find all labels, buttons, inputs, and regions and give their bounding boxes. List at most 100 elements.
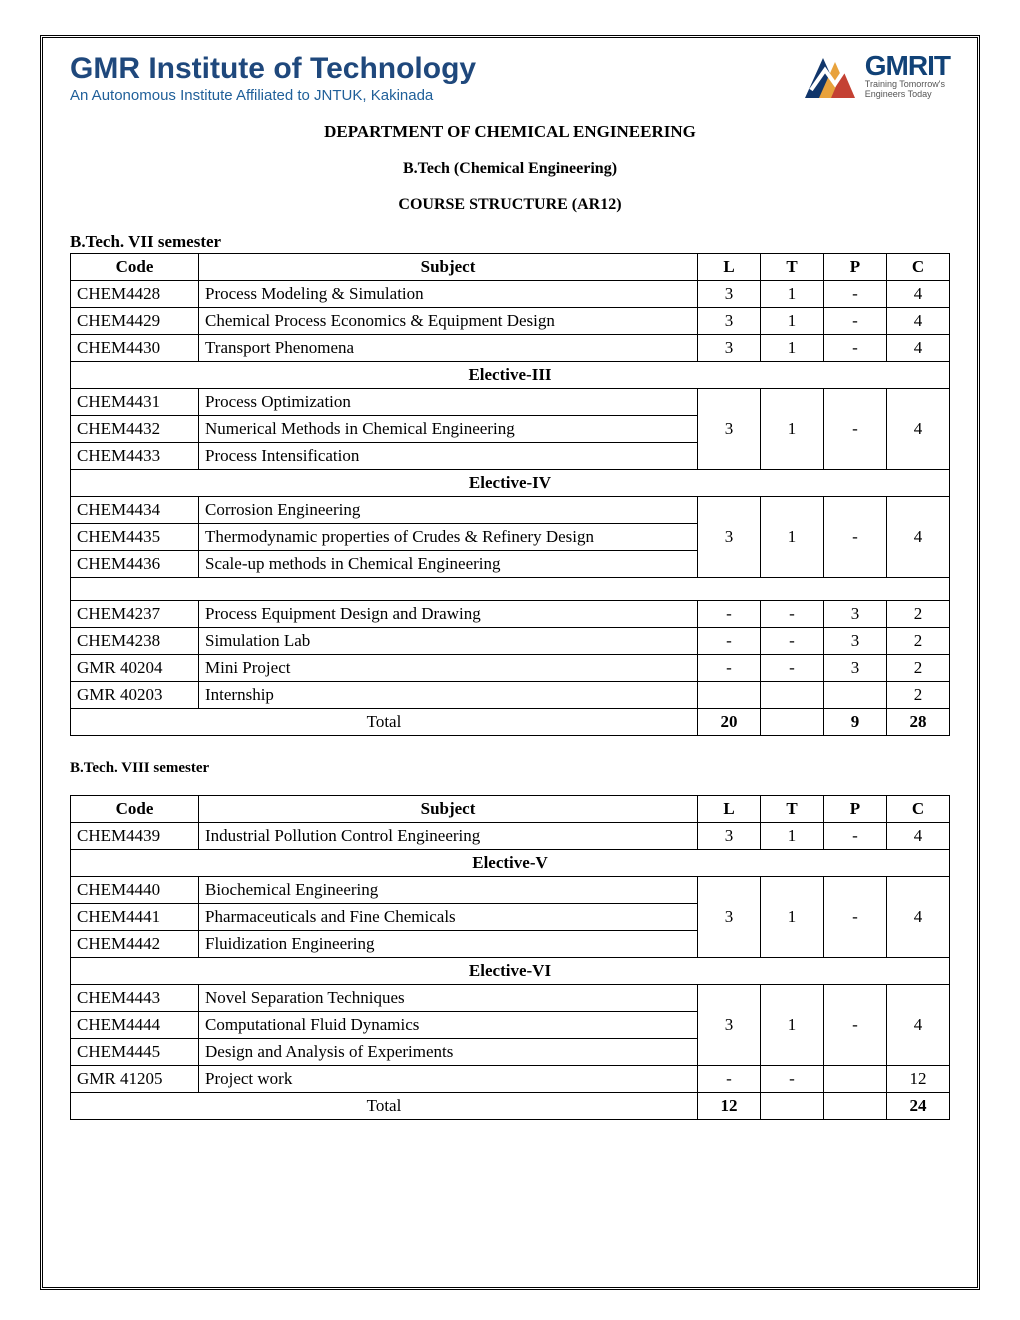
cell-l: - <box>698 601 761 628</box>
content: GMR Institute of Technology An Autonomou… <box>45 40 975 1290</box>
cell-t: - <box>761 628 824 655</box>
cell-l: 3 <box>698 281 761 308</box>
header: GMR Institute of Technology An Autonomou… <box>70 52 950 104</box>
col-subject: Subject <box>199 796 698 823</box>
cell-subject: Internship <box>199 682 698 709</box>
table-header-row: Code Subject L T P C <box>71 254 950 281</box>
cell-subject: Pharmaceuticals and Fine Chemicals <box>199 904 698 931</box>
total-p <box>824 1093 887 1120</box>
cell-subject: Scale-up methods in Chemical Engineering <box>199 551 698 578</box>
cell-code: CHEM4445 <box>71 1039 199 1066</box>
cell-p: - <box>824 335 887 362</box>
col-subject: Subject <box>199 254 698 281</box>
cell-subject: Fluidization Engineering <box>199 931 698 958</box>
cell-subject: Novel Separation Techniques <box>199 985 698 1012</box>
cell-p <box>824 1066 887 1093</box>
table-row: CHEM4237 Process Equipment Design and Dr… <box>71 601 950 628</box>
sem8-title: B.Tech. VIII semester <box>70 760 950 777</box>
structure-title: COURSE STRUCTURE (AR12) <box>70 196 950 214</box>
cell-c: 2 <box>887 682 950 709</box>
cell-t: 1 <box>761 335 824 362</box>
cell-l: 3 <box>698 823 761 850</box>
table-header-row: Code Subject L T P C <box>71 796 950 823</box>
cell-subject: Thermodynamic properties of Crudes & Ref… <box>199 524 698 551</box>
cell-t <box>761 682 824 709</box>
total-c: 28 <box>887 709 950 736</box>
elective-header: Elective-IV <box>71 470 950 497</box>
col-t: T <box>761 796 824 823</box>
cell-subject: Project work <box>199 1066 698 1093</box>
cell-code: CHEM4431 <box>71 389 199 416</box>
col-c: C <box>887 254 950 281</box>
institute-name: GMR Institute of Technology <box>70 52 476 85</box>
logo-text-block: GMRIT Training Tomorrow's Engineers Toda… <box>865 52 950 100</box>
cell-code: CHEM4444 <box>71 1012 199 1039</box>
cell-t: - <box>761 1066 824 1093</box>
cell-subject: Numerical Methods in Chemical Engineerin… <box>199 416 698 443</box>
cell-code: CHEM4442 <box>71 931 199 958</box>
cell-t: 1 <box>761 823 824 850</box>
cell-code: CHEM4433 <box>71 443 199 470</box>
elective-title: Elective-V <box>71 850 950 877</box>
cell-subject: Process Intensification <box>199 443 698 470</box>
col-code: Code <box>71 254 199 281</box>
logo-icon <box>801 52 859 100</box>
cell-p: - <box>824 823 887 850</box>
cell-code: GMR 40204 <box>71 655 199 682</box>
cell-l: 3 <box>698 877 761 958</box>
cell-l: 3 <box>698 389 761 470</box>
col-l: L <box>698 254 761 281</box>
cell-c: 2 <box>887 601 950 628</box>
cell-p: 3 <box>824 601 887 628</box>
cell-code: CHEM4430 <box>71 335 199 362</box>
total-row: Total 12 24 <box>71 1093 950 1120</box>
cell-code: CHEM4439 <box>71 823 199 850</box>
cell-t: 1 <box>761 877 824 958</box>
table-row: CHEM4430 Transport Phenomena 3 1 - 4 <box>71 335 950 362</box>
cell-code: CHEM4238 <box>71 628 199 655</box>
col-c: C <box>887 796 950 823</box>
logo-text: GMRIT <box>865 52 950 80</box>
elective-header: Elective-VI <box>71 958 950 985</box>
logo-tag2: Engineers Today <box>865 90 950 100</box>
total-p: 9 <box>824 709 887 736</box>
table-row: CHEM4428 Process Modeling & Simulation 3… <box>71 281 950 308</box>
table-row: GMR 41205 Project work - - 12 <box>71 1066 950 1093</box>
table-row: CHEM4434 Corrosion Engineering 3 1 - 4 <box>71 497 950 524</box>
cell-code: CHEM4429 <box>71 308 199 335</box>
total-c: 24 <box>887 1093 950 1120</box>
cell-t: 1 <box>761 985 824 1066</box>
total-l: 20 <box>698 709 761 736</box>
institute-block: GMR Institute of Technology An Autonomou… <box>70 52 476 104</box>
elective-header: Elective-III <box>71 362 950 389</box>
total-t <box>761 1093 824 1120</box>
cell-subject: Design and Analysis of Experiments <box>199 1039 698 1066</box>
cell-code: CHEM4432 <box>71 416 199 443</box>
cell-c: 4 <box>887 281 950 308</box>
total-row: Total 20 9 28 <box>71 709 950 736</box>
sem7-title: B.Tech. VII semester <box>70 232 950 252</box>
cell-subject: Process Modeling & Simulation <box>199 281 698 308</box>
table-row: CHEM4429 Chemical Process Economics & Eq… <box>71 308 950 335</box>
logo: GMRIT Training Tomorrow's Engineers Toda… <box>801 52 950 100</box>
cell-code: CHEM4434 <box>71 497 199 524</box>
table-row: CHEM4439 Industrial Pollution Control En… <box>71 823 950 850</box>
col-p: P <box>824 254 887 281</box>
cell-c: 4 <box>887 335 950 362</box>
cell-l <box>698 682 761 709</box>
cell-subject: Computational Fluid Dynamics <box>199 1012 698 1039</box>
cell-code: CHEM4436 <box>71 551 199 578</box>
cell-t: 1 <box>761 497 824 578</box>
cell-code: CHEM4428 <box>71 281 199 308</box>
institute-subtitle: An Autonomous Institute Affiliated to JN… <box>70 87 476 104</box>
cell-t: 1 <box>761 281 824 308</box>
cell-t: 1 <box>761 308 824 335</box>
elective-header: Elective-V <box>71 850 950 877</box>
elective-title: Elective-VI <box>71 958 950 985</box>
cell-l: 3 <box>698 335 761 362</box>
cell-subject: Corrosion Engineering <box>199 497 698 524</box>
cell-p: - <box>824 877 887 958</box>
table-row: CHEM4443 Novel Separation Techniques 3 1… <box>71 985 950 1012</box>
cell-t: - <box>761 655 824 682</box>
cell-c: 12 <box>887 1066 950 1093</box>
